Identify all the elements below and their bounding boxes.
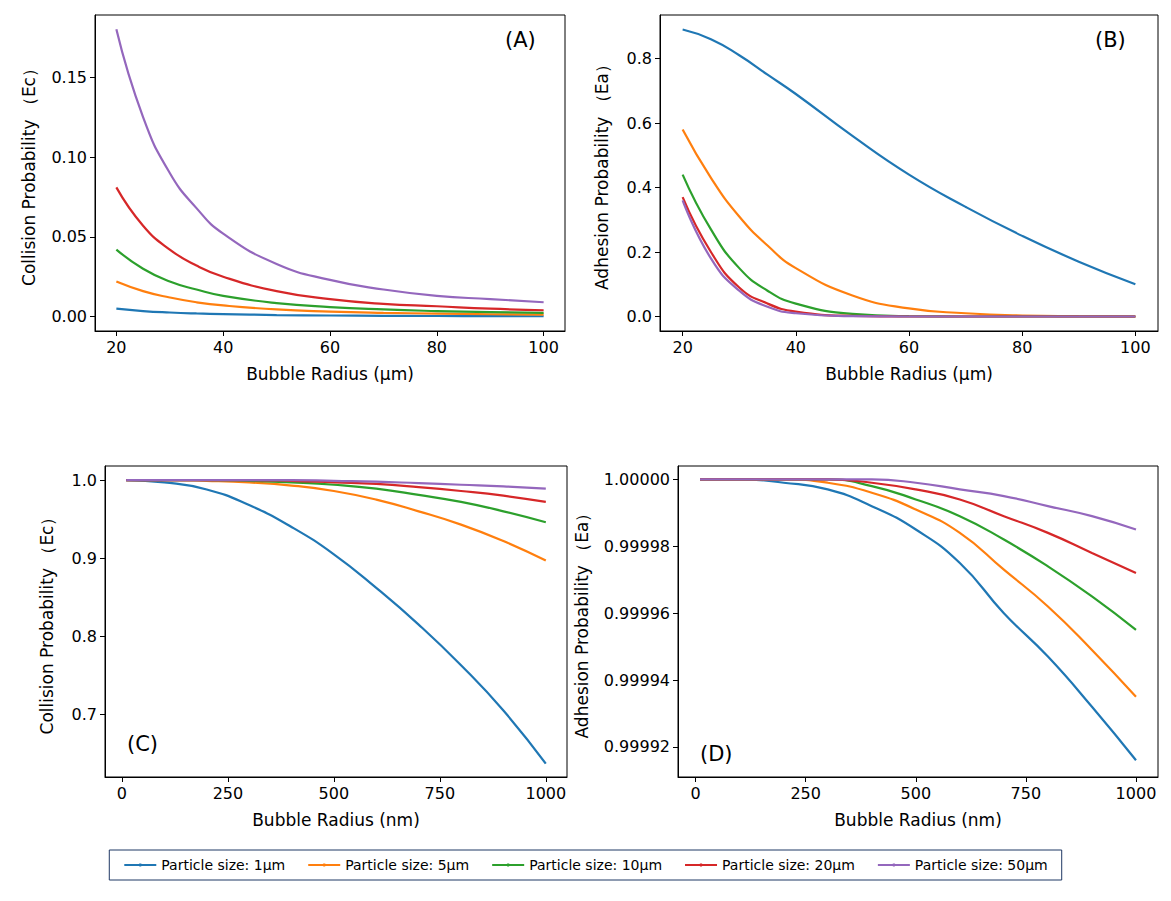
svg-text:40: 40 xyxy=(213,338,233,357)
svg-text:500: 500 xyxy=(319,784,350,803)
svg-text:0.00: 0.00 xyxy=(51,307,87,326)
svg-text:Particle size: 1μm: Particle size: 1μm xyxy=(161,857,285,873)
svg-text:(B): (B) xyxy=(1095,28,1126,52)
svg-text:250: 250 xyxy=(790,784,821,803)
svg-text:Adhesion Probability （Ea）: Adhesion Probability （Ea） xyxy=(572,505,592,739)
svg-text:0.0: 0.0 xyxy=(627,307,652,326)
svg-text:0.4: 0.4 xyxy=(627,178,652,197)
svg-text:Bubble Radius (nm): Bubble Radius (nm) xyxy=(834,810,1002,830)
svg-text:40: 40 xyxy=(786,338,806,357)
svg-text:(A): (A) xyxy=(505,28,536,52)
svg-text:1000: 1000 xyxy=(1116,784,1157,803)
svg-text:80: 80 xyxy=(427,338,447,357)
svg-text:Collision Probability （Ec）: Collision Probability （Ec） xyxy=(37,509,57,735)
svg-text:Particle size: 50μm: Particle size: 50μm xyxy=(915,857,1048,873)
svg-text:1.00000: 1.00000 xyxy=(604,470,670,489)
svg-text:60: 60 xyxy=(899,338,919,357)
svg-text:0.9: 0.9 xyxy=(72,549,97,568)
svg-text:60: 60 xyxy=(320,338,340,357)
svg-text:0.99994: 0.99994 xyxy=(604,671,670,690)
svg-text:0: 0 xyxy=(117,784,127,803)
svg-text:20: 20 xyxy=(672,338,692,357)
svg-text:0.05: 0.05 xyxy=(51,227,87,246)
svg-text:0.99996: 0.99996 xyxy=(604,604,670,623)
svg-text:(D): (D) xyxy=(700,742,733,766)
svg-text:250: 250 xyxy=(213,784,244,803)
svg-text:100: 100 xyxy=(528,338,559,357)
svg-text:750: 750 xyxy=(425,784,456,803)
svg-text:Particle size: 5μm: Particle size: 5μm xyxy=(345,857,469,873)
svg-text:1.0: 1.0 xyxy=(72,471,97,490)
svg-text:0.15: 0.15 xyxy=(51,68,87,87)
svg-text:500: 500 xyxy=(901,784,932,803)
svg-text:Bubble Radius (μm): Bubble Radius (μm) xyxy=(825,364,993,384)
svg-text:1000: 1000 xyxy=(525,784,566,803)
svg-text:0.7: 0.7 xyxy=(72,705,97,724)
svg-text:80: 80 xyxy=(1012,338,1032,357)
svg-text:20: 20 xyxy=(106,338,126,357)
svg-text:Collision Probability （Ec）: Collision Probability （Ec） xyxy=(19,60,39,286)
svg-text:0.2: 0.2 xyxy=(627,243,652,262)
svg-text:0.10: 0.10 xyxy=(51,148,87,167)
svg-text:Bubble Radius (nm): Bubble Radius (nm) xyxy=(252,810,420,830)
svg-text:0.6: 0.6 xyxy=(627,114,652,133)
svg-text:0.8: 0.8 xyxy=(72,627,97,646)
svg-text:0: 0 xyxy=(691,784,701,803)
svg-text:Adhesion Probability （Ea）: Adhesion Probability （Ea） xyxy=(592,56,612,290)
svg-text:0.99998: 0.99998 xyxy=(604,537,670,556)
svg-text:750: 750 xyxy=(1011,784,1042,803)
svg-text:0.8: 0.8 xyxy=(627,49,652,68)
svg-text:100: 100 xyxy=(1120,338,1151,357)
svg-text:Bubble Radius (μm): Bubble Radius (μm) xyxy=(246,364,414,384)
svg-text:(C): (C) xyxy=(127,732,158,756)
svg-text:0.99992: 0.99992 xyxy=(604,737,670,756)
svg-text:Particle size: 10μm: Particle size: 10μm xyxy=(529,857,662,873)
svg-text:Particle size: 20μm: Particle size: 20μm xyxy=(722,857,855,873)
